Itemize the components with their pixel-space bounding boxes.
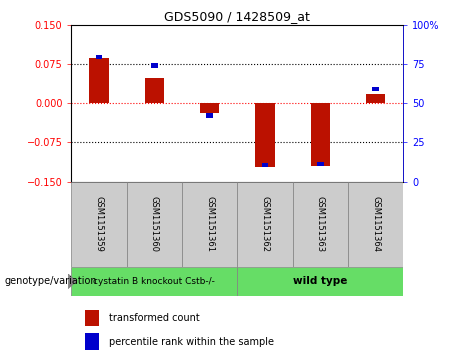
Bar: [348, 182, 403, 267]
Bar: [317, 162, 324, 166]
Text: genotype/variation: genotype/variation: [5, 276, 97, 286]
Text: cystatin B knockout Cstb-/-: cystatin B knockout Cstb-/-: [94, 277, 215, 286]
Bar: [255, 103, 275, 167]
Bar: [237, 182, 293, 267]
Text: GSM1151364: GSM1151364: [371, 196, 380, 252]
Title: GDS5090 / 1428509_at: GDS5090 / 1428509_at: [165, 10, 310, 23]
Text: GSM1151360: GSM1151360: [150, 196, 159, 252]
Bar: [151, 64, 158, 68]
Bar: [71, 267, 237, 296]
Bar: [372, 87, 379, 91]
Bar: [311, 103, 330, 166]
Bar: [127, 182, 182, 267]
Bar: [207, 113, 213, 118]
Bar: [237, 267, 403, 296]
Bar: [145, 78, 164, 103]
Bar: [71, 182, 127, 267]
Bar: [262, 163, 268, 167]
Text: percentile rank within the sample: percentile rank within the sample: [109, 337, 274, 347]
Bar: [200, 103, 219, 113]
Text: GSM1151361: GSM1151361: [205, 196, 214, 252]
Bar: [293, 182, 348, 267]
Bar: [85, 333, 99, 350]
Text: transformed count: transformed count: [109, 313, 199, 323]
Bar: [96, 54, 102, 59]
Bar: [182, 182, 237, 267]
Polygon shape: [68, 274, 77, 289]
Bar: [366, 94, 385, 103]
Text: GSM1151359: GSM1151359: [95, 196, 104, 252]
Text: GSM1151362: GSM1151362: [260, 196, 270, 252]
Bar: [85, 310, 99, 326]
Text: GSM1151363: GSM1151363: [316, 196, 325, 252]
Bar: [89, 58, 109, 103]
Text: wild type: wild type: [293, 276, 348, 286]
